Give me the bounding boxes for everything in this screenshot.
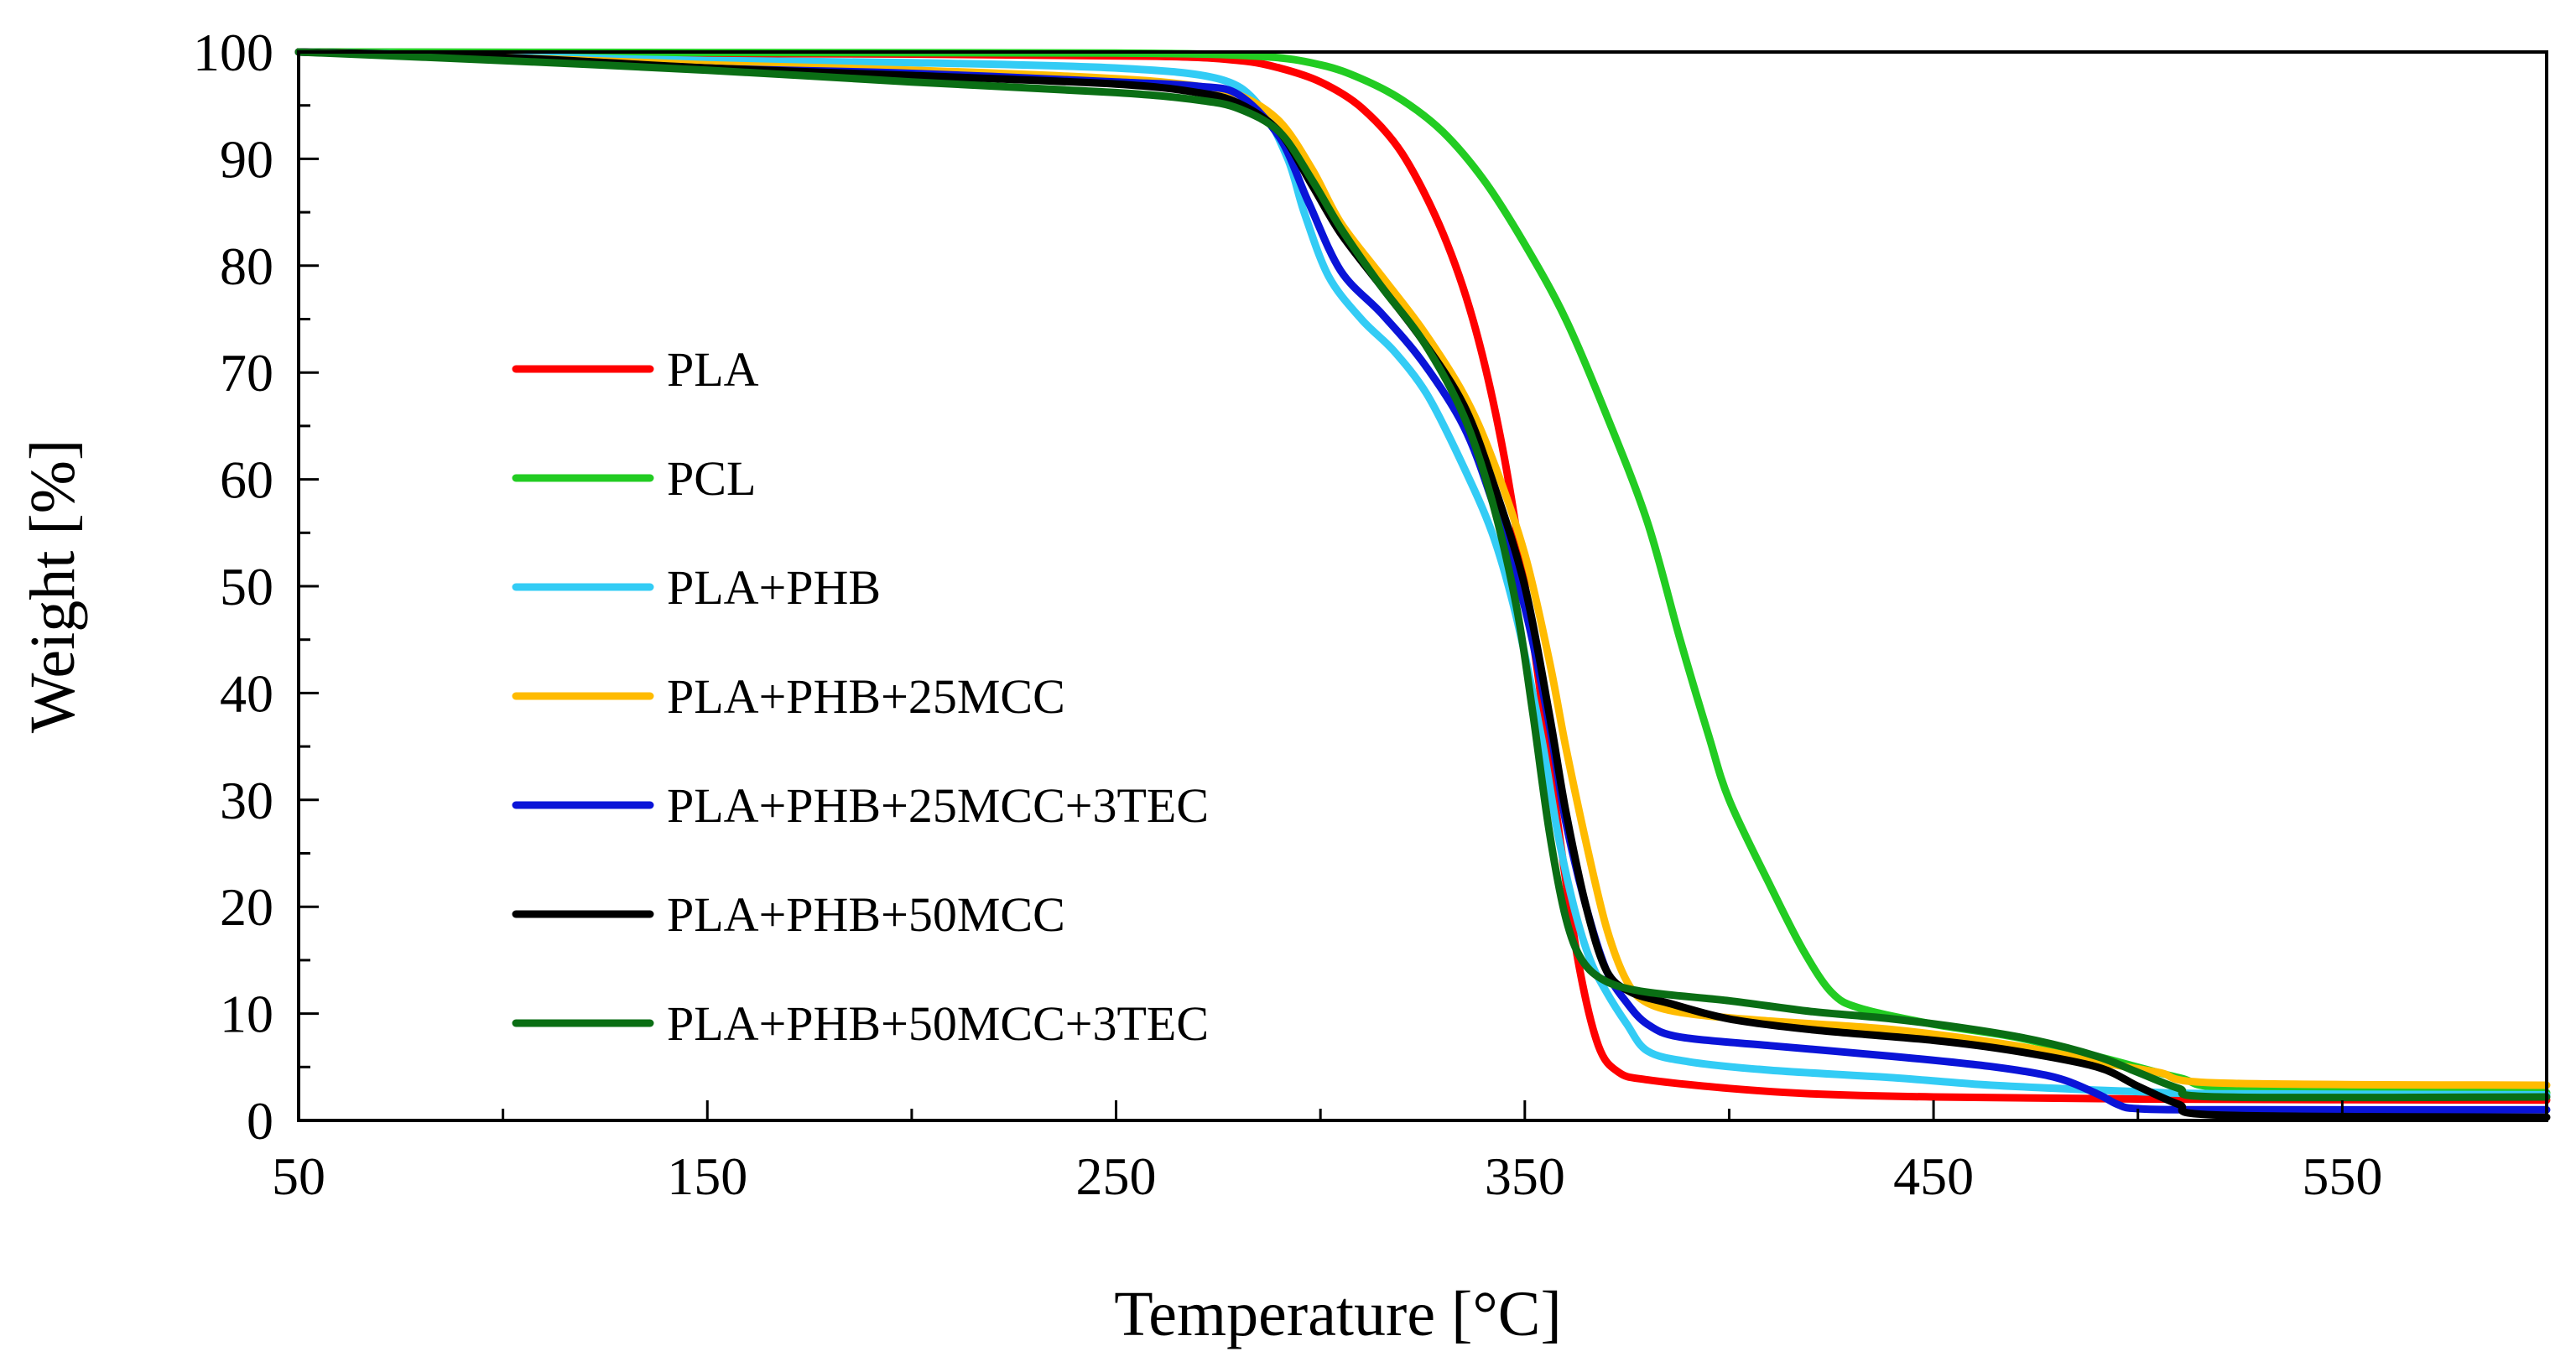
y-tick-label: 70 [220,343,273,403]
x-tick-label: 350 [1485,1146,1565,1206]
y-tick-label: 20 [220,877,273,937]
legend-label-5: PLA+PHB+25MCC+3TEC [667,778,1209,833]
y-tick-label: 100 [193,23,273,82]
legend-label-4: PLA+PHB+25MCC [667,669,1065,724]
legend-label-1: PLA [667,342,759,397]
y-tick-label: 90 [220,129,273,189]
y-tick-label: 30 [220,771,273,830]
x-tick-label: 450 [1893,1146,1974,1206]
legend-label-6: PLA+PHB+50MCC [667,887,1065,942]
y-tick-label: 40 [220,663,273,723]
x-tick-label: 250 [1076,1146,1157,1206]
y-tick-label: 50 [220,557,273,616]
series-line-6 [294,48,2551,1121]
legend-label-7: PLA+PHB+50MCC+3TEC [667,996,1209,1051]
legend-label-3: PLA+PHB [667,560,881,615]
x-tick-label: 150 [667,1146,747,1206]
x-axis-title: Temperature [°C] [1114,1279,1562,1349]
series-line-7 [294,48,2551,1102]
y-tick-label: 80 [220,236,273,296]
y-tick-label: 10 [220,985,273,1044]
axis-ticks [297,50,2344,1122]
series-lines [294,48,2551,1121]
legend: PLA PCL PLA+PHB PLA+PHB+25MCC PLA+PHB+25MCC+… [512,342,1209,1051]
series-line-3 [294,48,2551,1099]
axis-tick-labels: 0 10 20 30 40 50 60 70 80 90 100 50 150 250 350 450 550 [193,23,2382,1206]
legend-label-2: PCL [667,451,756,506]
x-tick-label: 50 [272,1146,325,1206]
x-tick-label: 550 [2302,1146,2382,1206]
y-axis-title: Weight [%] [18,439,88,734]
y-tick-label: 0 [247,1091,273,1151]
y-tick-label: 60 [220,450,273,510]
